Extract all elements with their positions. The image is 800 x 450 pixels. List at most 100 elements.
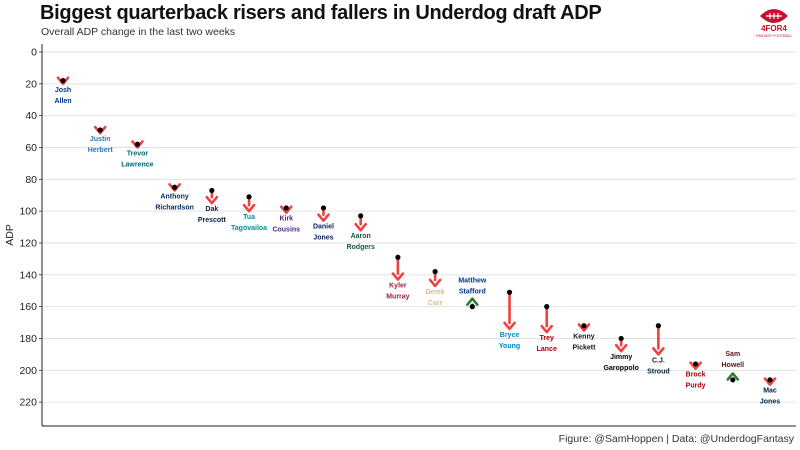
faller-arrowhead [391, 272, 405, 281]
start-adp-point [283, 205, 289, 211]
player-first-name: Kenny [573, 334, 595, 341]
start-adp-point [506, 289, 513, 295]
faller-arrowhead [428, 278, 442, 288]
player-last-name: Stroud [647, 368, 670, 375]
faller-arrowhead [93, 125, 107, 135]
start-adp-point [320, 205, 327, 211]
start-adp-point [246, 194, 252, 200]
logo-tagline-text: FANTASY FOOTBALL [756, 34, 792, 38]
player-marker: Trevor Lawrence [121, 140, 154, 168]
start-adp-point [209, 187, 215, 194]
start-adp-point [618, 335, 624, 342]
player-last-name: Herbert [88, 147, 114, 154]
y-tick-label: 60 [25, 142, 37, 154]
y-tick-label: 80 [25, 174, 37, 186]
player-first-name: Derek [425, 289, 445, 296]
player-first-name: Daniel [313, 224, 334, 231]
y-tick-label: 20 [25, 78, 37, 90]
faller-arrowhead [689, 361, 702, 370]
player-marker: Sam Howell [722, 351, 745, 383]
start-adp-point [581, 323, 587, 329]
player-last-name: Allen [54, 98, 71, 105]
player-first-name: Bryce [500, 332, 520, 339]
start-adp-point [544, 304, 550, 310]
player-marker: Derek Carr [425, 269, 445, 307]
player-first-name: Anthony [160, 193, 188, 200]
player-last-name: Carr [428, 300, 443, 307]
faller-arrowhead [279, 205, 293, 215]
faller-arrowhead [540, 324, 554, 334]
player-last-name: Lance [537, 346, 557, 353]
start-adp-point [60, 78, 66, 84]
y-tick-label: 180 [19, 333, 37, 345]
player-marker: Kyler Murray [386, 254, 410, 301]
player-first-name: Trevor [127, 150, 149, 157]
chart-subtitle: Overall ADP change in the last two weeks [41, 26, 236, 38]
player-first-name: Josh [55, 87, 71, 94]
player-last-name: Murray [386, 294, 409, 301]
player-first-name: Aaron [351, 233, 371, 240]
player-last-name: Young [499, 343, 520, 350]
player-last-name: Lawrence [121, 161, 153, 168]
faller-arrowhead [131, 140, 144, 149]
player-last-name: Garoppolo [603, 365, 638, 372]
start-adp-point [395, 254, 401, 260]
player-marker: Aaron Rodgers [346, 213, 375, 251]
faller-arrowhead [652, 347, 665, 356]
start-adp-point [97, 127, 103, 133]
player-last-name: Prescott [198, 217, 227, 224]
player-first-name: Justin [90, 136, 111, 143]
figure-caption: Figure: @SamHoppen | Data: @UnderdogFant… [558, 433, 794, 445]
riser-arrowhead [726, 372, 740, 381]
y-tick-label: 0 [31, 46, 37, 58]
y-tick-label: 200 [19, 365, 37, 377]
player-first-name: C.J. [652, 357, 665, 364]
player-last-name: Purdy [686, 383, 706, 390]
player-last-name: Pickett [572, 345, 596, 352]
player-last-name: Jones [760, 399, 780, 406]
start-adp-point [655, 323, 661, 329]
faller-arrowhead [56, 76, 70, 86]
faller-arrowhead [242, 203, 256, 213]
faller-arrowhead [354, 222, 367, 232]
faller-arrowhead [205, 195, 219, 205]
y-tick-label: 40 [25, 110, 37, 122]
start-adp-point [172, 184, 178, 190]
player-marker: Kirk Cousins [272, 205, 300, 234]
start-adp-point [767, 377, 773, 383]
player-last-name: Rodgers [346, 244, 375, 251]
riser-arrowhead [466, 297, 479, 306]
player-marker: Mac Jones [760, 377, 780, 406]
brand-logo: 4FOR4 FANTASY FOOTBALL [756, 9, 792, 38]
faller-arrowhead [317, 213, 330, 222]
y-tick-label: 220 [19, 397, 37, 409]
player-marker: Jimmy Garoppolo [603, 335, 639, 372]
start-adp-point [358, 213, 364, 219]
player-last-name: Cousins [272, 227, 300, 234]
player-marker: Tua Tagovailoa [231, 194, 267, 232]
y-axis-label: ADP [4, 224, 16, 246]
player-first-name: Brock [686, 372, 706, 379]
player-marker: Dak Prescott [198, 187, 227, 224]
chart-title: Biggest quarterback risers and fallers i… [40, 2, 602, 24]
faller-arrowhead [503, 321, 516, 331]
player-first-name: Jimmy [610, 354, 632, 361]
start-adp-point [432, 269, 438, 275]
player-last-name: Howell [722, 362, 745, 369]
y-tick-label: 100 [19, 206, 37, 218]
faller-arrowhead [763, 377, 777, 386]
player-marker: Josh Allen [54, 76, 72, 105]
y-tick-label: 120 [19, 237, 37, 249]
y-tick-label: 140 [19, 269, 37, 281]
player-first-name: Matthew [458, 278, 487, 285]
player-first-name: Kirk [279, 216, 293, 223]
start-adp-point [730, 377, 736, 383]
faller-arrowhead [577, 323, 591, 332]
player-last-name: Richardson [155, 204, 194, 211]
player-first-name: Sam [725, 351, 740, 358]
player-first-name: Trey [540, 335, 555, 342]
start-adp-point [134, 141, 141, 147]
player-marker: Matthew Stafford [458, 278, 487, 310]
player-first-name: Mac [763, 388, 777, 395]
